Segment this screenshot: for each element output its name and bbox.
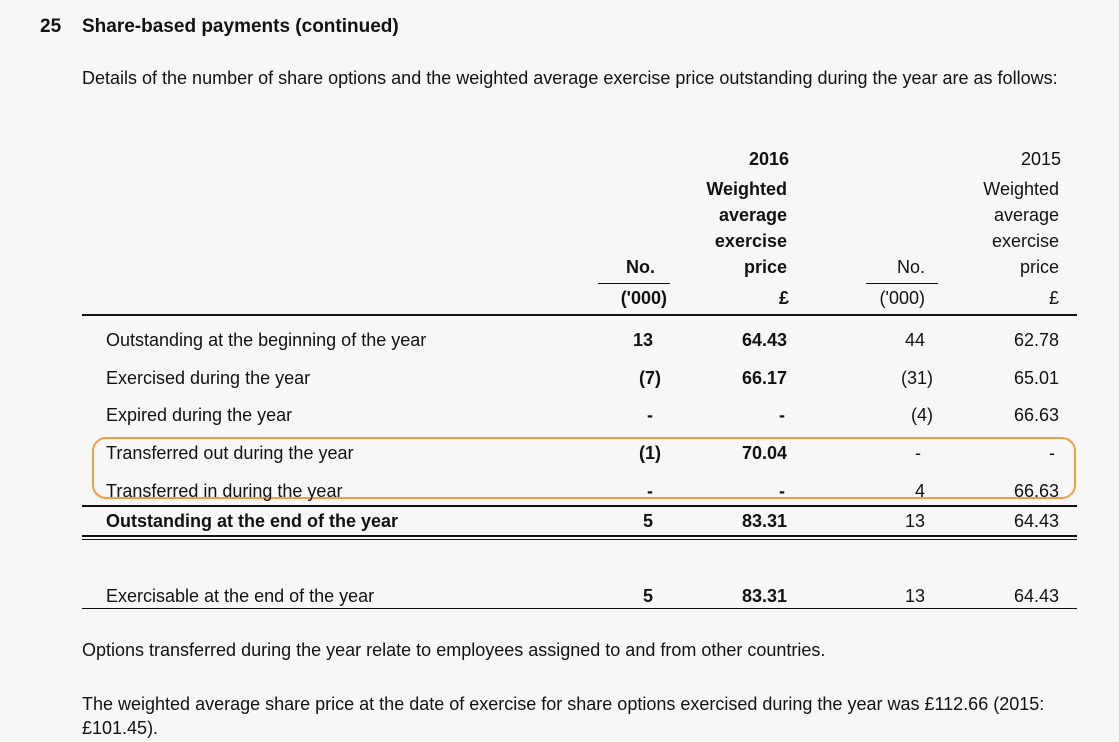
rule-total-2 [82,539,1077,540]
cell-no-2015: - [915,443,921,463]
rule-bottom [82,608,1077,609]
header-year-2015: 2015 [1020,149,1061,169]
cell-no-2015: 13 [904,511,925,531]
row-label: Expired during the year [106,405,293,425]
cell-no-2015: (4) [911,405,933,425]
cell-no-2016: 13 [632,330,653,350]
row-label: Exercisable at the end of the year [106,586,375,606]
header-no-2016: No. [626,257,655,277]
header-unit-no-2016: ('000) [620,288,667,308]
cell-no-2016: 5 [642,586,653,606]
header-unit-no-2015: ('000) [879,288,925,308]
row-label: Exercised during the year [106,368,311,388]
cell-no-2015: 44 [904,330,925,350]
cell-no-2016: - [647,481,653,501]
cell-price-2015: 64.43 [1013,511,1059,531]
cell-price-2015: 66.63 [1013,481,1059,501]
row-label: Transferred out during the year [106,443,354,463]
cell-price-2016: - [779,405,785,425]
intro-paragraph: Details of the number of share options a… [82,68,1058,88]
cell-price-2015: 66.63 [1013,405,1059,425]
section-number: 25 [40,16,62,37]
rule-above-total [82,505,1077,507]
cell-price-2016: - [779,481,785,501]
rule-no-2015 [866,283,938,284]
header-wavg-2016: Weighted average exercise price [706,176,787,280]
rule-total-1 [82,535,1077,537]
cell-no-2016: (1) [639,443,661,463]
header-wavg-2015-line4: price [1019,257,1059,277]
header-wavg-2016-line4: price [743,257,787,277]
row-label: Outstanding at the end of the year [106,511,399,531]
header-unit-price-2015: £ [1048,288,1059,308]
header-unit-price-2016: £ [778,288,789,308]
cell-no-2015: 4 [914,481,925,501]
cell-price-2015: 62.78 [1013,330,1059,350]
section-heading: 25 Share-based payments (continued) [40,16,399,38]
cell-no-2016: - [647,405,653,425]
cell-price-2016: 83.31 [741,586,787,606]
header-wavg-2016-line2: average [718,205,787,225]
highlight-transfers [92,437,1076,499]
header-wavg-2015: Weighted average exercise price [983,176,1059,280]
header-wavg-2015-line3: exercise [991,231,1059,251]
cell-no-2015: (31) [900,368,933,388]
cell-price-2015: - [1049,443,1055,463]
header-wavg-2015-line1: Weighted [983,179,1059,199]
row-label: Outstanding at the beginning of the year [106,330,427,350]
section-title: Share-based payments (continued) [82,16,399,37]
cell-price-2016: 66.17 [741,368,787,388]
cell-price-2015: 64.43 [1013,586,1059,606]
cell-no-2015: 13 [904,586,925,606]
row-label: Transferred in during the year [106,481,343,501]
cell-no-2016: (7) [639,368,661,388]
note-transfers: Options transferred during the year rela… [82,640,826,660]
header-wavg-2015-line2: average [993,205,1059,225]
note-share-price: The weighted average share price at the … [82,694,1045,738]
rule-table-top [82,314,1077,316]
cell-no-2016: 5 [642,511,653,531]
header-year-2016: 2016 [748,149,789,169]
cell-price-2016: 70.04 [741,443,787,463]
rule-no-2016 [598,283,670,284]
header-wavg-2016-line1: Weighted [706,179,787,199]
cell-price-2016: 64.43 [741,330,787,350]
header-wavg-2016-line3: exercise [714,231,787,251]
cell-price-2016: 83.31 [741,511,787,531]
header-no-2015: No. [896,257,925,277]
cell-price-2015: 65.01 [1013,368,1059,388]
